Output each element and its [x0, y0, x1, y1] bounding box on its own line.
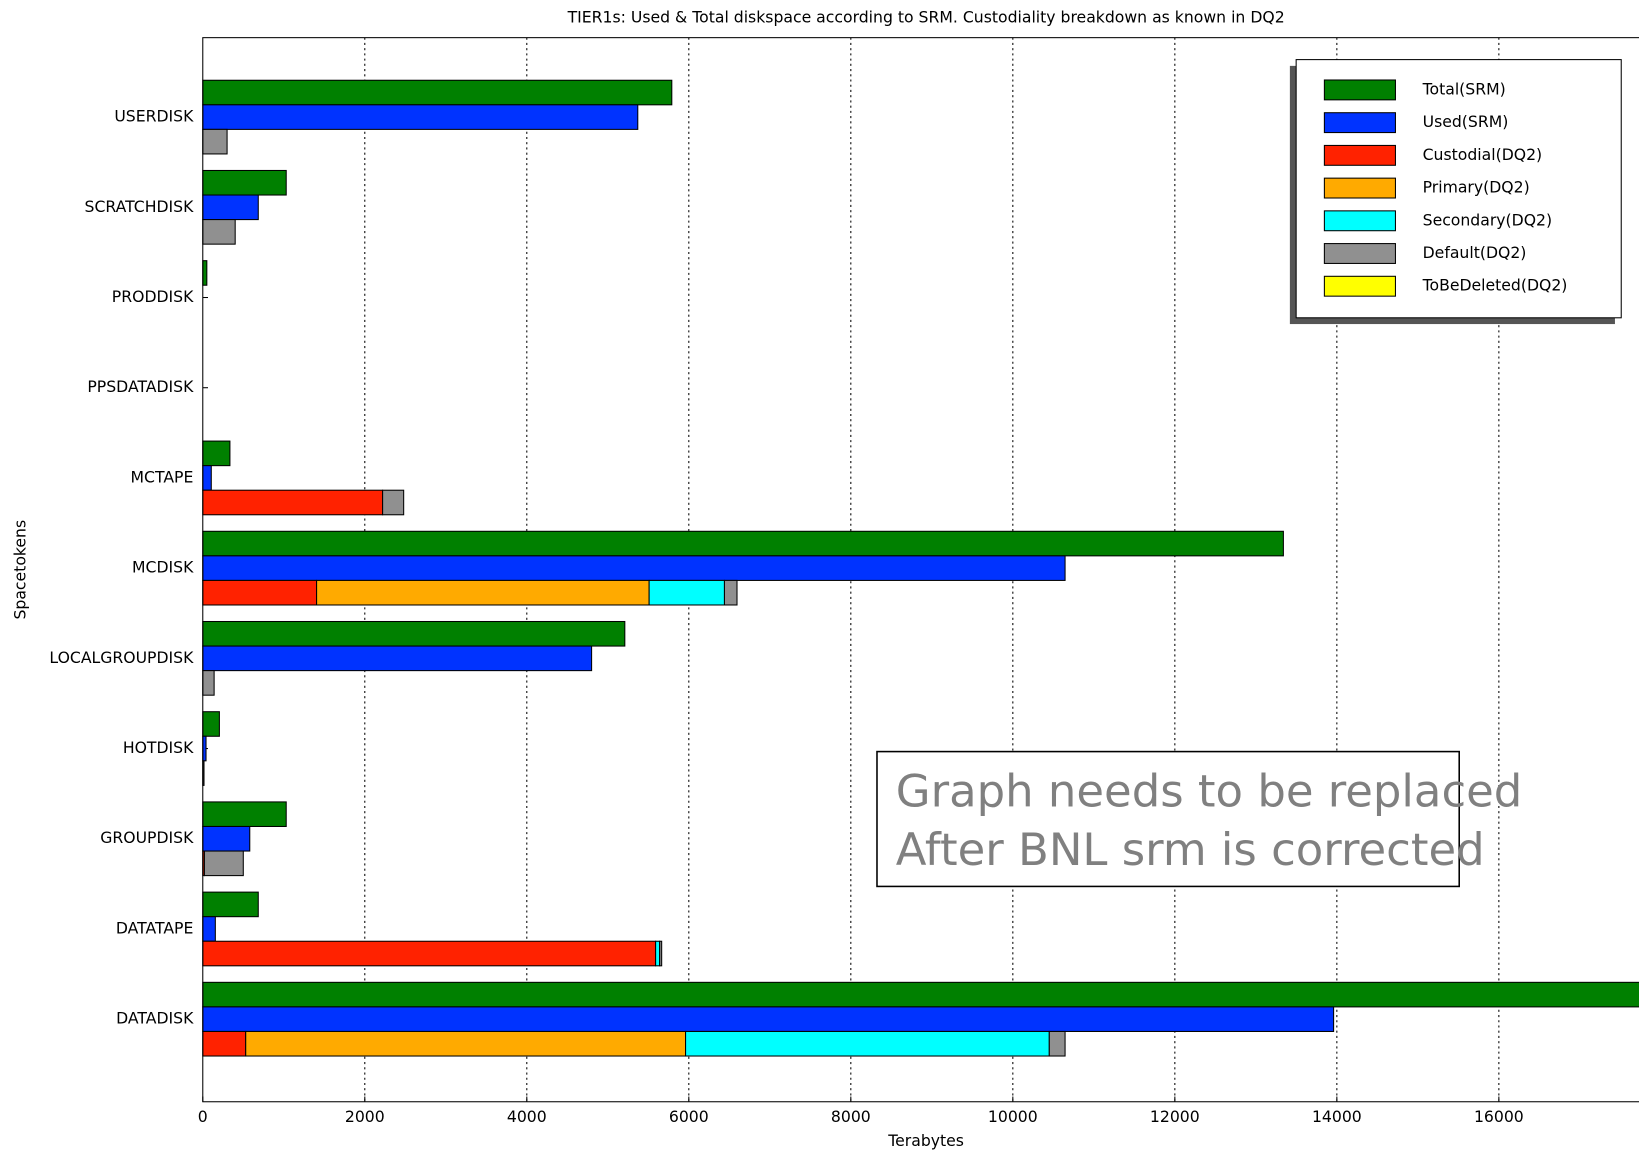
bar	[202, 981, 1639, 1008]
bar	[202, 670, 215, 696]
bar	[202, 711, 220, 737]
y-tick-label: DATATAPE	[116, 918, 194, 937]
annotation-text: After BNL srm is corrected	[896, 823, 1485, 876]
annotation-text: Graph needs to be replaced	[896, 764, 1523, 817]
annotation-box	[876, 750, 1460, 888]
legend-label: ToBeDeleted(DQ2)	[1422, 276, 1568, 295]
bar	[245, 1030, 687, 1057]
bar	[202, 104, 639, 130]
bar	[685, 1030, 1050, 1057]
bar	[202, 260, 208, 286]
legend-label: Used(SRM)	[1423, 112, 1509, 131]
bar	[382, 489, 405, 516]
y-tick-label: USERDISK	[114, 107, 194, 126]
bar	[723, 579, 738, 606]
bar	[202, 916, 216, 942]
bar	[202, 489, 384, 516]
y-tick-label: GROUPDISK	[100, 828, 194, 847]
y-tick-label: DATADISK	[116, 1009, 194, 1028]
x-tick-label: 4000	[507, 1107, 547, 1126]
bar	[202, 645, 593, 672]
legend-swatch	[1323, 243, 1396, 264]
legend-label: Primary(DQ2)	[1423, 178, 1530, 197]
x-tick-label: 2000	[345, 1107, 385, 1126]
legend-swatch	[1323, 79, 1396, 101]
plot-frame	[202, 37, 1639, 1103]
legend-label: Default(DQ2)	[1423, 243, 1527, 262]
legend-label: Custodial(DQ2)	[1423, 145, 1543, 164]
bar	[202, 79, 673, 106]
legend-swatch	[1323, 210, 1396, 232]
x-tick-label: 14000	[1312, 1107, 1362, 1126]
bar	[655, 940, 661, 967]
y-tick-label: SCRATCHDISK	[85, 197, 195, 216]
x-axis-label: Terabytes	[887, 1131, 964, 1150]
legend-swatch	[1323, 177, 1396, 199]
y-tick-label: MCDISK	[132, 558, 194, 577]
legend-label: Secondary(DQ2)	[1423, 210, 1552, 229]
bar	[202, 530, 1284, 557]
bar	[202, 891, 259, 918]
x-tick-label: 16000	[1474, 1107, 1524, 1126]
y-tick-label: PPSDATADISK	[87, 377, 194, 396]
legend-swatch	[1323, 275, 1396, 297]
bar	[202, 219, 236, 245]
x-tick-label: 0	[198, 1107, 208, 1126]
y-tick-label: HOTDISK	[123, 738, 194, 757]
legend-swatch	[1323, 112, 1396, 134]
legend: Total(SRM) Used(SRM) Custodial(DQ2) Primary…	[1289, 59, 1622, 325]
x-tick-label: 10000	[988, 1107, 1038, 1126]
x-tick-label: 6000	[669, 1107, 709, 1126]
y-tick-label: PRODDISK	[112, 287, 194, 306]
x-tick-label: 12000	[1150, 1107, 1200, 1126]
y-axis-label: Spacetokens	[10, 520, 29, 620]
bar	[202, 194, 259, 221]
bar	[202, 1006, 1335, 1032]
y-tick-label: MCTAPE	[131, 467, 194, 486]
bar	[202, 555, 1066, 581]
bar	[202, 620, 626, 647]
bar	[316, 579, 650, 606]
bar	[202, 579, 318, 606]
legend-swatch	[1323, 144, 1396, 166]
bar	[202, 940, 657, 967]
bar	[202, 825, 251, 852]
bar	[659, 940, 663, 967]
bar	[203, 850, 244, 877]
chart-title: TIER1s: Used & Total diskspace according…	[567, 7, 1285, 26]
bar	[202, 440, 231, 467]
bar	[202, 169, 287, 196]
bar	[202, 465, 212, 491]
x-tick-label: 8000	[831, 1107, 871, 1126]
bar	[648, 579, 725, 606]
bar	[1048, 1030, 1066, 1057]
bar	[202, 801, 287, 828]
bar	[202, 1030, 247, 1057]
legend-label: Total(SRM)	[1422, 79, 1506, 98]
bar	[202, 128, 228, 155]
y-tick-label: LOCALGROUPDISK	[49, 648, 194, 667]
